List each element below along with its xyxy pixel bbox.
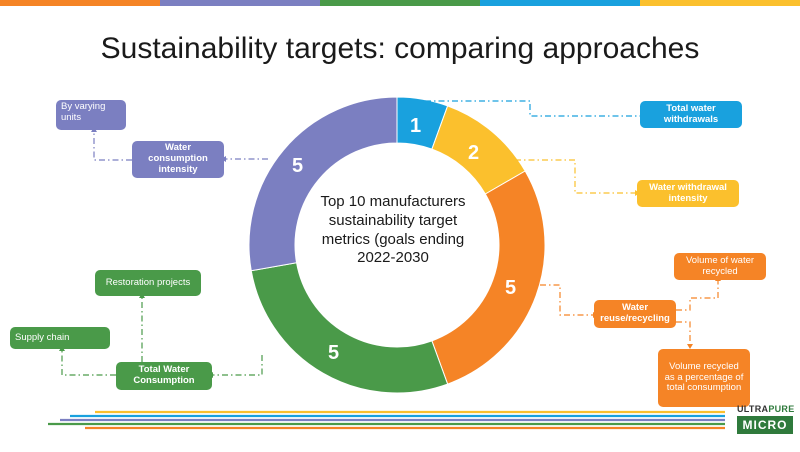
connector-supply-chain (61, 350, 116, 376)
page-title: Sustainability targets: comparing approa… (100, 32, 700, 65)
logo-pure: PURE (768, 404, 795, 414)
total-water-consumption-box: Total Water Consumption (116, 362, 212, 390)
logo-micro: MICRO (737, 416, 793, 434)
segment-value-green: 5 (328, 342, 340, 364)
segment-value-yellow: 2 (468, 142, 480, 164)
donut-segment-green (250, 262, 449, 394)
segment-value-purple: 5 (292, 155, 304, 177)
donut-chart (248, 96, 546, 394)
connector-water-reuse (540, 284, 595, 316)
bottom-lines (48, 410, 725, 430)
by-varying-units-box: By varying units (56, 100, 126, 130)
ultrapure-micro-logo: ULTRAPURE MICRO (737, 404, 795, 434)
top-color-bar (0, 0, 800, 6)
logo-ultra: ULTRA (737, 404, 769, 414)
connector-total-consumption (213, 355, 263, 376)
connector-by-varying-units (93, 131, 132, 161)
connector-volume-recycled (676, 280, 719, 311)
donut-center-text: Top 10 manufacturers sustainability targ… (320, 193, 466, 267)
connector-volume-percentage (676, 321, 691, 345)
water-consumption-intensity-box: Water consumption intensity (132, 141, 224, 178)
water-reuse-recycling-box: Water reuse/recycling (594, 300, 676, 328)
water-withdrawal-intensity-box: Water withdrawal intensity (637, 180, 739, 207)
volume-of-water-recycled-box: Volume of water recycled (674, 253, 766, 280)
donut-segment-purple (248, 96, 398, 272)
segment-value-orange: 5 (505, 277, 517, 299)
volume-recycled-percentage-box: Volume recycled as a percentage of total… (658, 349, 750, 407)
connector-withdrawal-intensity (515, 159, 635, 194)
supply-chain-box: Supply chain (10, 327, 110, 349)
connector-total-withdrawals (425, 100, 640, 117)
total-water-withdrawals-box: Total water withdrawals (640, 101, 742, 128)
restoration-projects-box: Restoration projects (95, 270, 201, 296)
segment-value-blue: 1 (410, 115, 422, 137)
